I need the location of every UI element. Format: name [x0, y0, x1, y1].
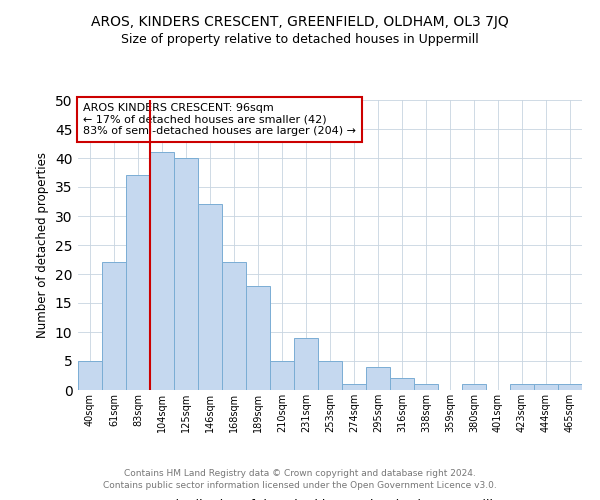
- Bar: [246, 286, 270, 390]
- Bar: [558, 384, 582, 390]
- Bar: [462, 384, 486, 390]
- Bar: [270, 361, 294, 390]
- Bar: [366, 367, 390, 390]
- Bar: [510, 384, 534, 390]
- Bar: [174, 158, 198, 390]
- X-axis label: Distribution of detached houses by size in Uppermill: Distribution of detached houses by size …: [167, 499, 493, 500]
- Bar: [78, 361, 102, 390]
- Bar: [126, 176, 150, 390]
- Bar: [198, 204, 222, 390]
- Bar: [294, 338, 318, 390]
- Bar: [102, 262, 126, 390]
- Text: AROS KINDERS CRESCENT: 96sqm
← 17% of detached houses are smaller (42)
83% of se: AROS KINDERS CRESCENT: 96sqm ← 17% of de…: [83, 103, 356, 136]
- Bar: [150, 152, 174, 390]
- Text: Size of property relative to detached houses in Uppermill: Size of property relative to detached ho…: [121, 32, 479, 46]
- Text: Contains HM Land Registry data © Crown copyright and database right 2024.
Contai: Contains HM Land Registry data © Crown c…: [103, 468, 497, 490]
- Text: AROS, KINDERS CRESCENT, GREENFIELD, OLDHAM, OL3 7JQ: AROS, KINDERS CRESCENT, GREENFIELD, OLDH…: [91, 15, 509, 29]
- Bar: [342, 384, 366, 390]
- Bar: [534, 384, 558, 390]
- Bar: [318, 361, 342, 390]
- Bar: [414, 384, 438, 390]
- Y-axis label: Number of detached properties: Number of detached properties: [36, 152, 49, 338]
- Bar: [390, 378, 414, 390]
- Bar: [222, 262, 246, 390]
